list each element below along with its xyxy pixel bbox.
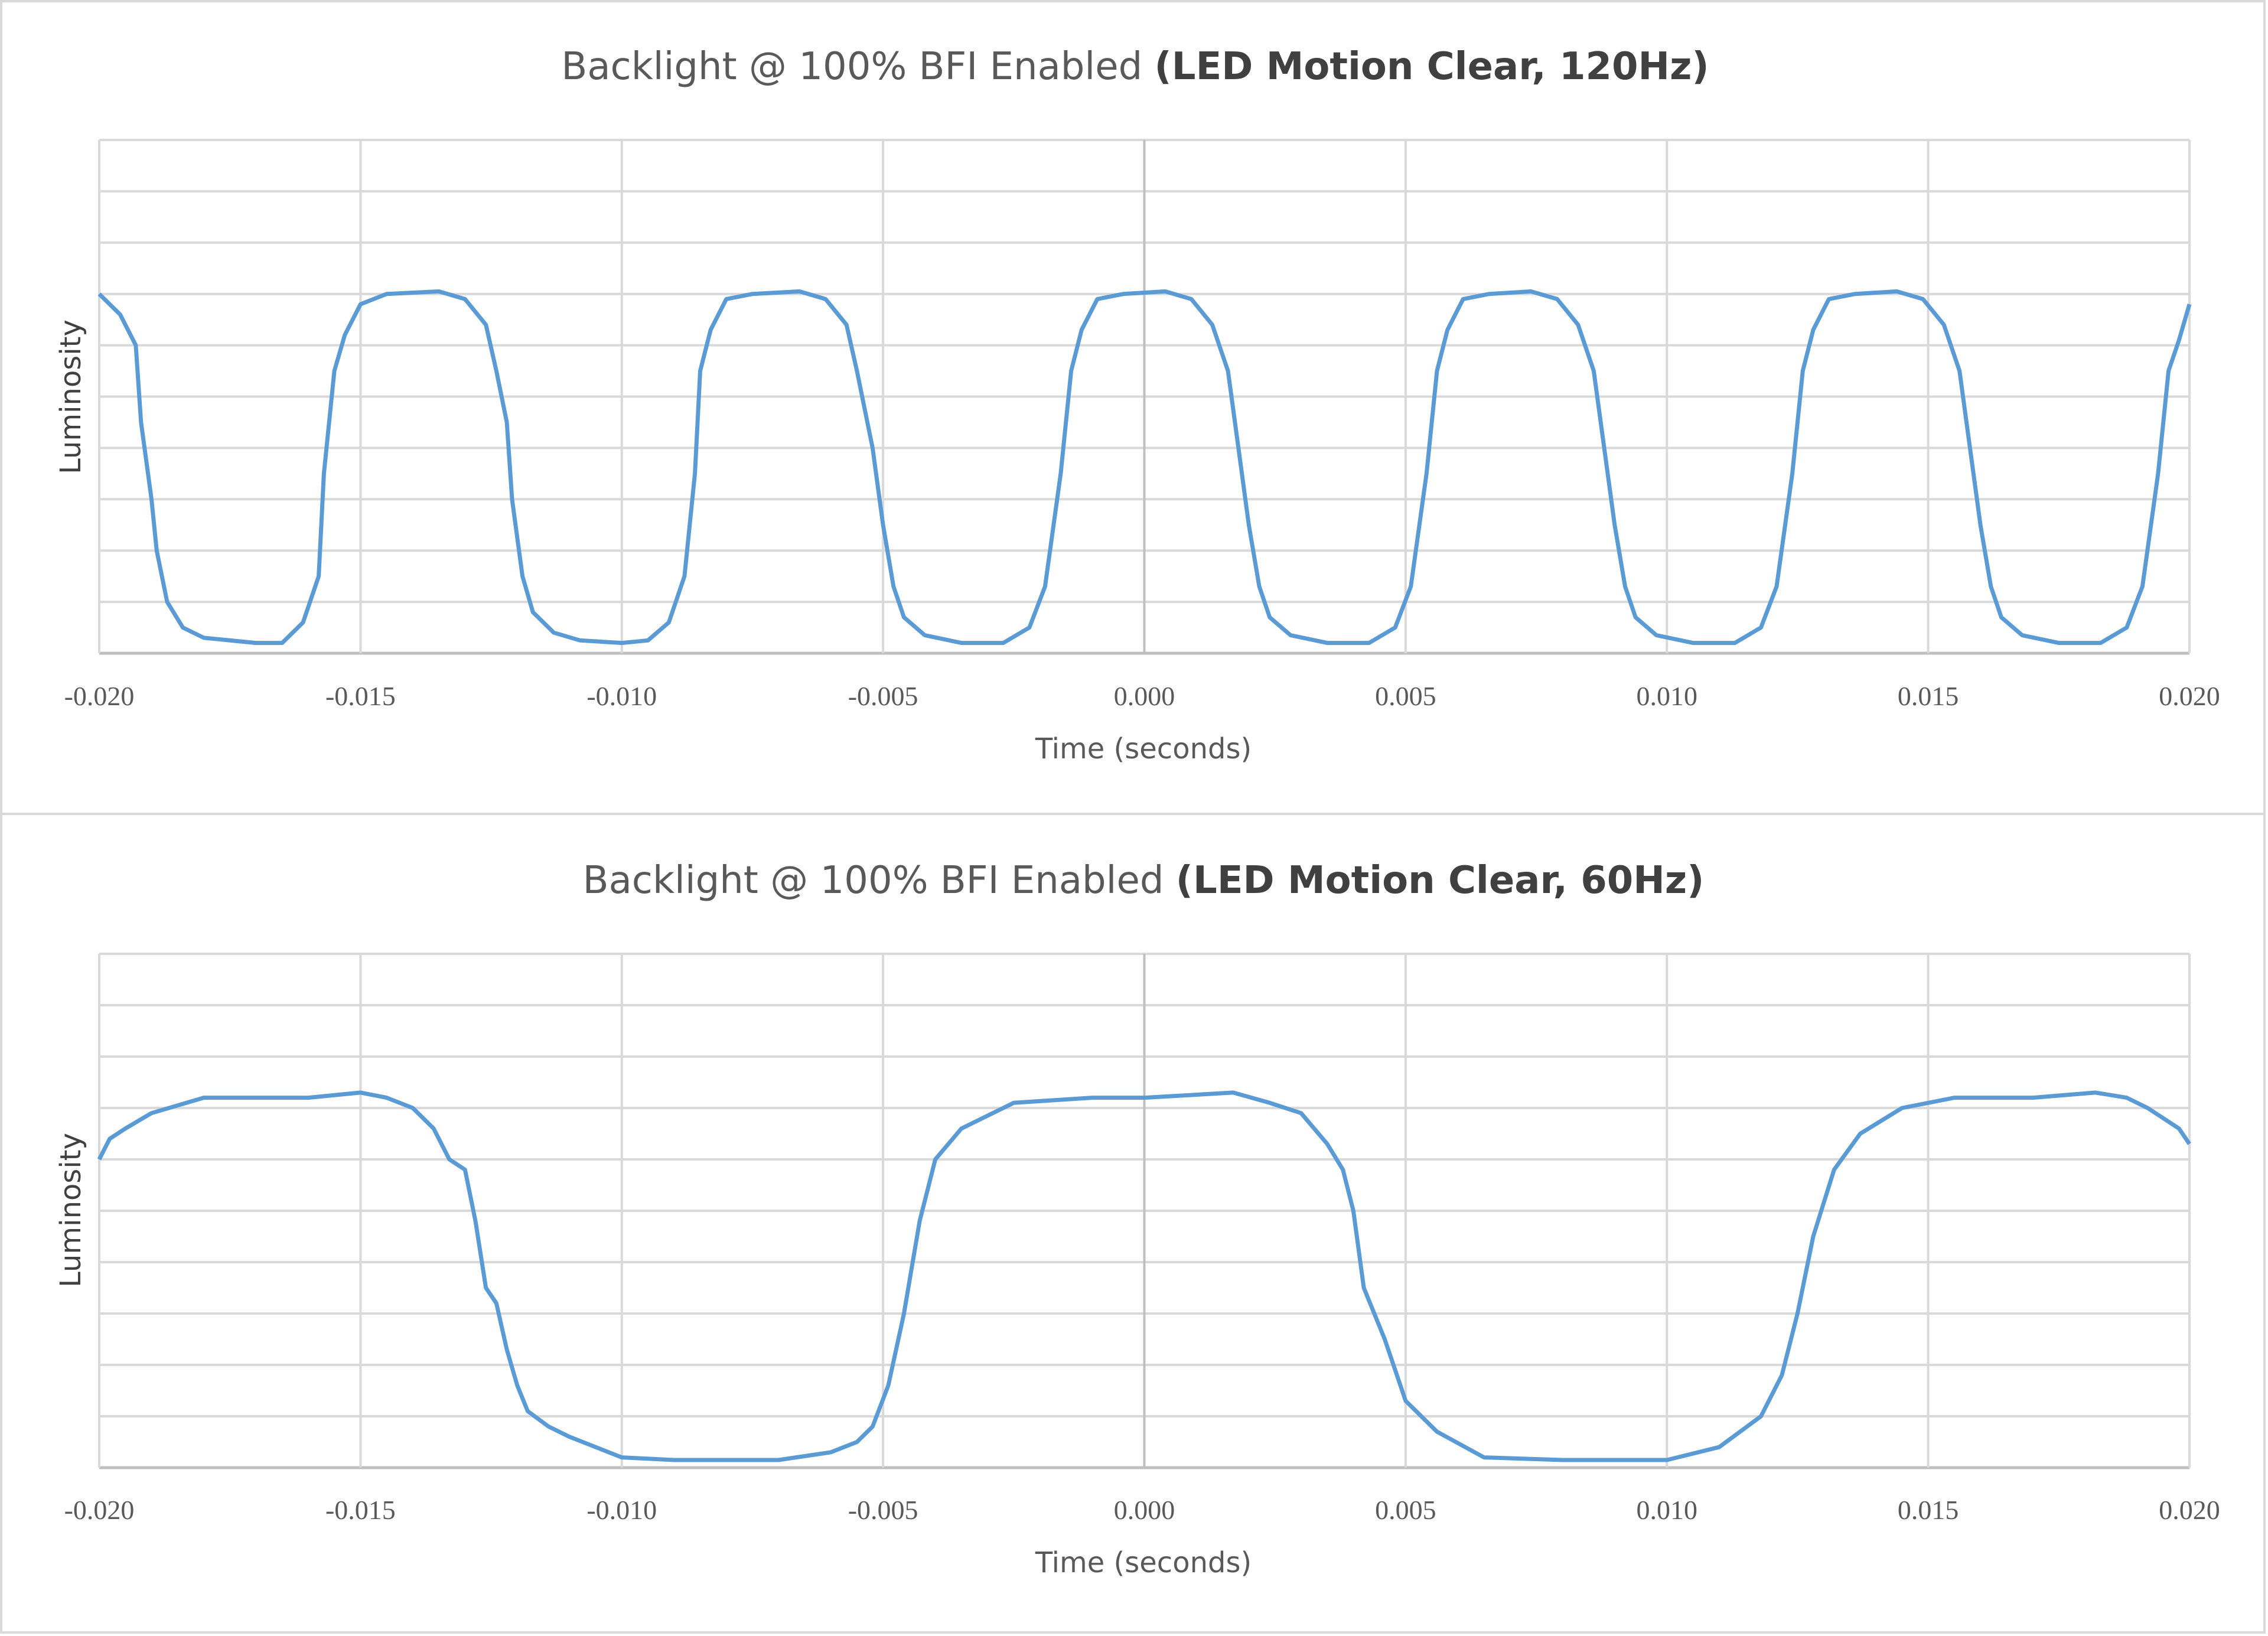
chart-60hz: Backlight @ 100% BFI Enabled (LED Motion… xyxy=(2,815,2268,1636)
x-tick-label: 0.005 xyxy=(1375,681,1436,711)
x-tick-label: -0.015 xyxy=(325,1495,396,1525)
x-tick-label: 0.020 xyxy=(2159,1495,2220,1525)
title-bold: (LED Motion Clear, 120Hz) xyxy=(1155,45,1709,89)
x-tick-label: -0.005 xyxy=(848,1495,918,1525)
y-axis-label: Luminosity xyxy=(54,1133,87,1288)
chart-120hz: Backlight @ 100% BFI Enabled (LED Motion… xyxy=(2,2,2268,817)
chart-title: Backlight @ 100% BFI Enabled (LED Motion… xyxy=(583,859,1705,902)
y-axis-label: Luminosity xyxy=(54,320,87,474)
title-regular: Backlight @ 100% BFI Enabled xyxy=(561,45,1154,89)
gridlines xyxy=(99,140,2189,653)
x-tick-label: 0.010 xyxy=(1637,1495,1698,1525)
x-tick-label: 0.015 xyxy=(1898,1495,1959,1525)
x-tick-label: 0.005 xyxy=(1375,1495,1436,1525)
x-tick-label: 0.000 xyxy=(1114,681,1175,711)
x-tick-label: 0.010 xyxy=(1637,681,1698,711)
x-tick-label: -0.020 xyxy=(64,1495,135,1525)
gridlines xyxy=(99,954,2189,1468)
x-tick-label: -0.010 xyxy=(586,1495,657,1525)
title-bold: (LED Motion Clear, 60Hz) xyxy=(1176,859,1705,902)
x-tick-label: -0.010 xyxy=(586,681,657,711)
x-axis-label: Time (seconds) xyxy=(1035,732,1252,765)
title-regular: Backlight @ 100% BFI Enabled xyxy=(583,859,1176,902)
x-tick-label: -0.020 xyxy=(64,681,135,711)
chart-title: Backlight @ 100% BFI Enabled (LED Motion… xyxy=(561,45,1709,89)
x-tick-label: 0.020 xyxy=(2159,681,2220,711)
x-tick-label: -0.005 xyxy=(848,681,918,711)
x-tick-label: 0.000 xyxy=(1114,1495,1175,1525)
chart-panel-120hz: Backlight @ 100% BFI Enabled (LED Motion… xyxy=(0,0,2266,815)
x-axis-label: Time (seconds) xyxy=(1035,1546,1252,1579)
x-tick-label: -0.015 xyxy=(325,681,396,711)
chart-panel-60hz: Backlight @ 100% BFI Enabled (LED Motion… xyxy=(0,813,2266,1634)
x-tick-label: 0.015 xyxy=(1898,681,1959,711)
